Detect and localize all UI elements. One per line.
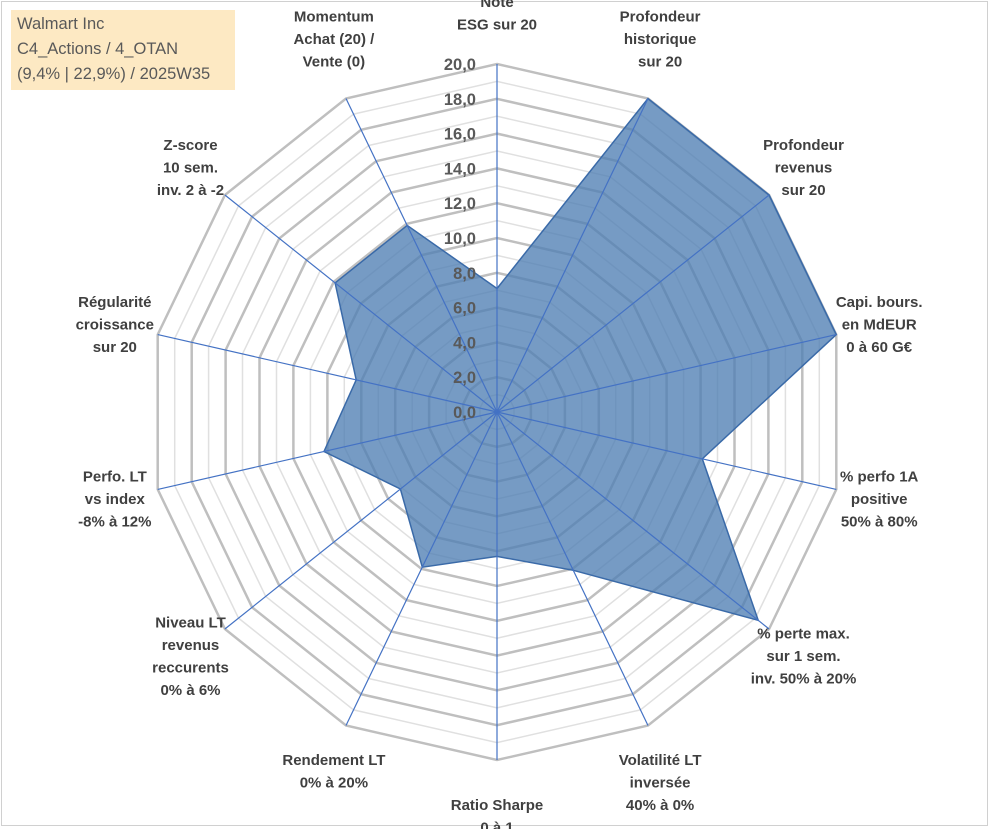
spoke-line (157, 334, 498, 413)
performance-label: (9,4% | 22,9%) / 2025W35 (17, 65, 211, 83)
spoke-line (345, 411, 498, 726)
company-name: Walmart Inc (17, 15, 105, 33)
category-label: Ratio Sharpe 0 à 1 (451, 797, 544, 829)
tick-label: 6,0 (453, 300, 476, 318)
tick-label: 4,0 (453, 334, 476, 352)
tick-label: 8,0 (453, 265, 476, 283)
spoke-line (496, 411, 837, 490)
category-label: Rendement LT 0% à 20% (282, 752, 385, 792)
series-area (323, 97, 838, 622)
category-label: Niveau LT revenus reccurents 0% à 6% (152, 614, 229, 699)
spoke-line (345, 98, 498, 413)
category-label: Profondeur revenus sur 20 (763, 137, 844, 199)
category-label: Momentum Achat (20) / Vente (0) (293, 9, 375, 71)
spoke-line (496, 334, 837, 413)
category-label: % perte max. sur 1 sem. inv. 50% à 20% (751, 626, 857, 688)
category-label: Volatilité LT inversée 40% à 0% (619, 752, 702, 814)
spoke-line (157, 411, 498, 490)
category-label: Profondeur historique sur 20 (620, 9, 701, 71)
spoke-line (496, 194, 770, 413)
tick-label: 10,0 (444, 230, 476, 248)
tick-label: 18,0 (444, 91, 476, 109)
spoke-line (224, 194, 498, 413)
portfolio-label: C4_Actions / 4_OTAN (17, 40, 179, 58)
tick-label: 12,0 (444, 195, 476, 213)
tick-label: 0,0 (453, 404, 476, 422)
spoke-line (224, 411, 498, 630)
spoke-line (496, 98, 649, 413)
category-label: Z-score 10 sem. inv. 2 à -2 (157, 137, 224, 199)
category-label: % perfo 1A positive 50% à 80% (840, 469, 919, 531)
tick-label: 16,0 (444, 126, 476, 144)
category-label: Capi. bours. en MdEUR 0 à 60 G€ (836, 294, 923, 356)
category-label: Note ESG sur 20 (457, 0, 537, 34)
category-label: Perfo. LT vs index -8% à 12% (78, 469, 151, 531)
category-label: Régularité croissance sur 20 (76, 294, 154, 356)
tick-label: 20,0 (444, 56, 476, 74)
tick-label: 14,0 (444, 160, 476, 178)
tick-label: 2,0 (453, 369, 476, 387)
info-box: Walmart Inc C4_Actions / 4_OTAN (9,4% | … (11, 10, 235, 90)
spoke-line (496, 411, 770, 630)
spoke-line (496, 411, 649, 726)
